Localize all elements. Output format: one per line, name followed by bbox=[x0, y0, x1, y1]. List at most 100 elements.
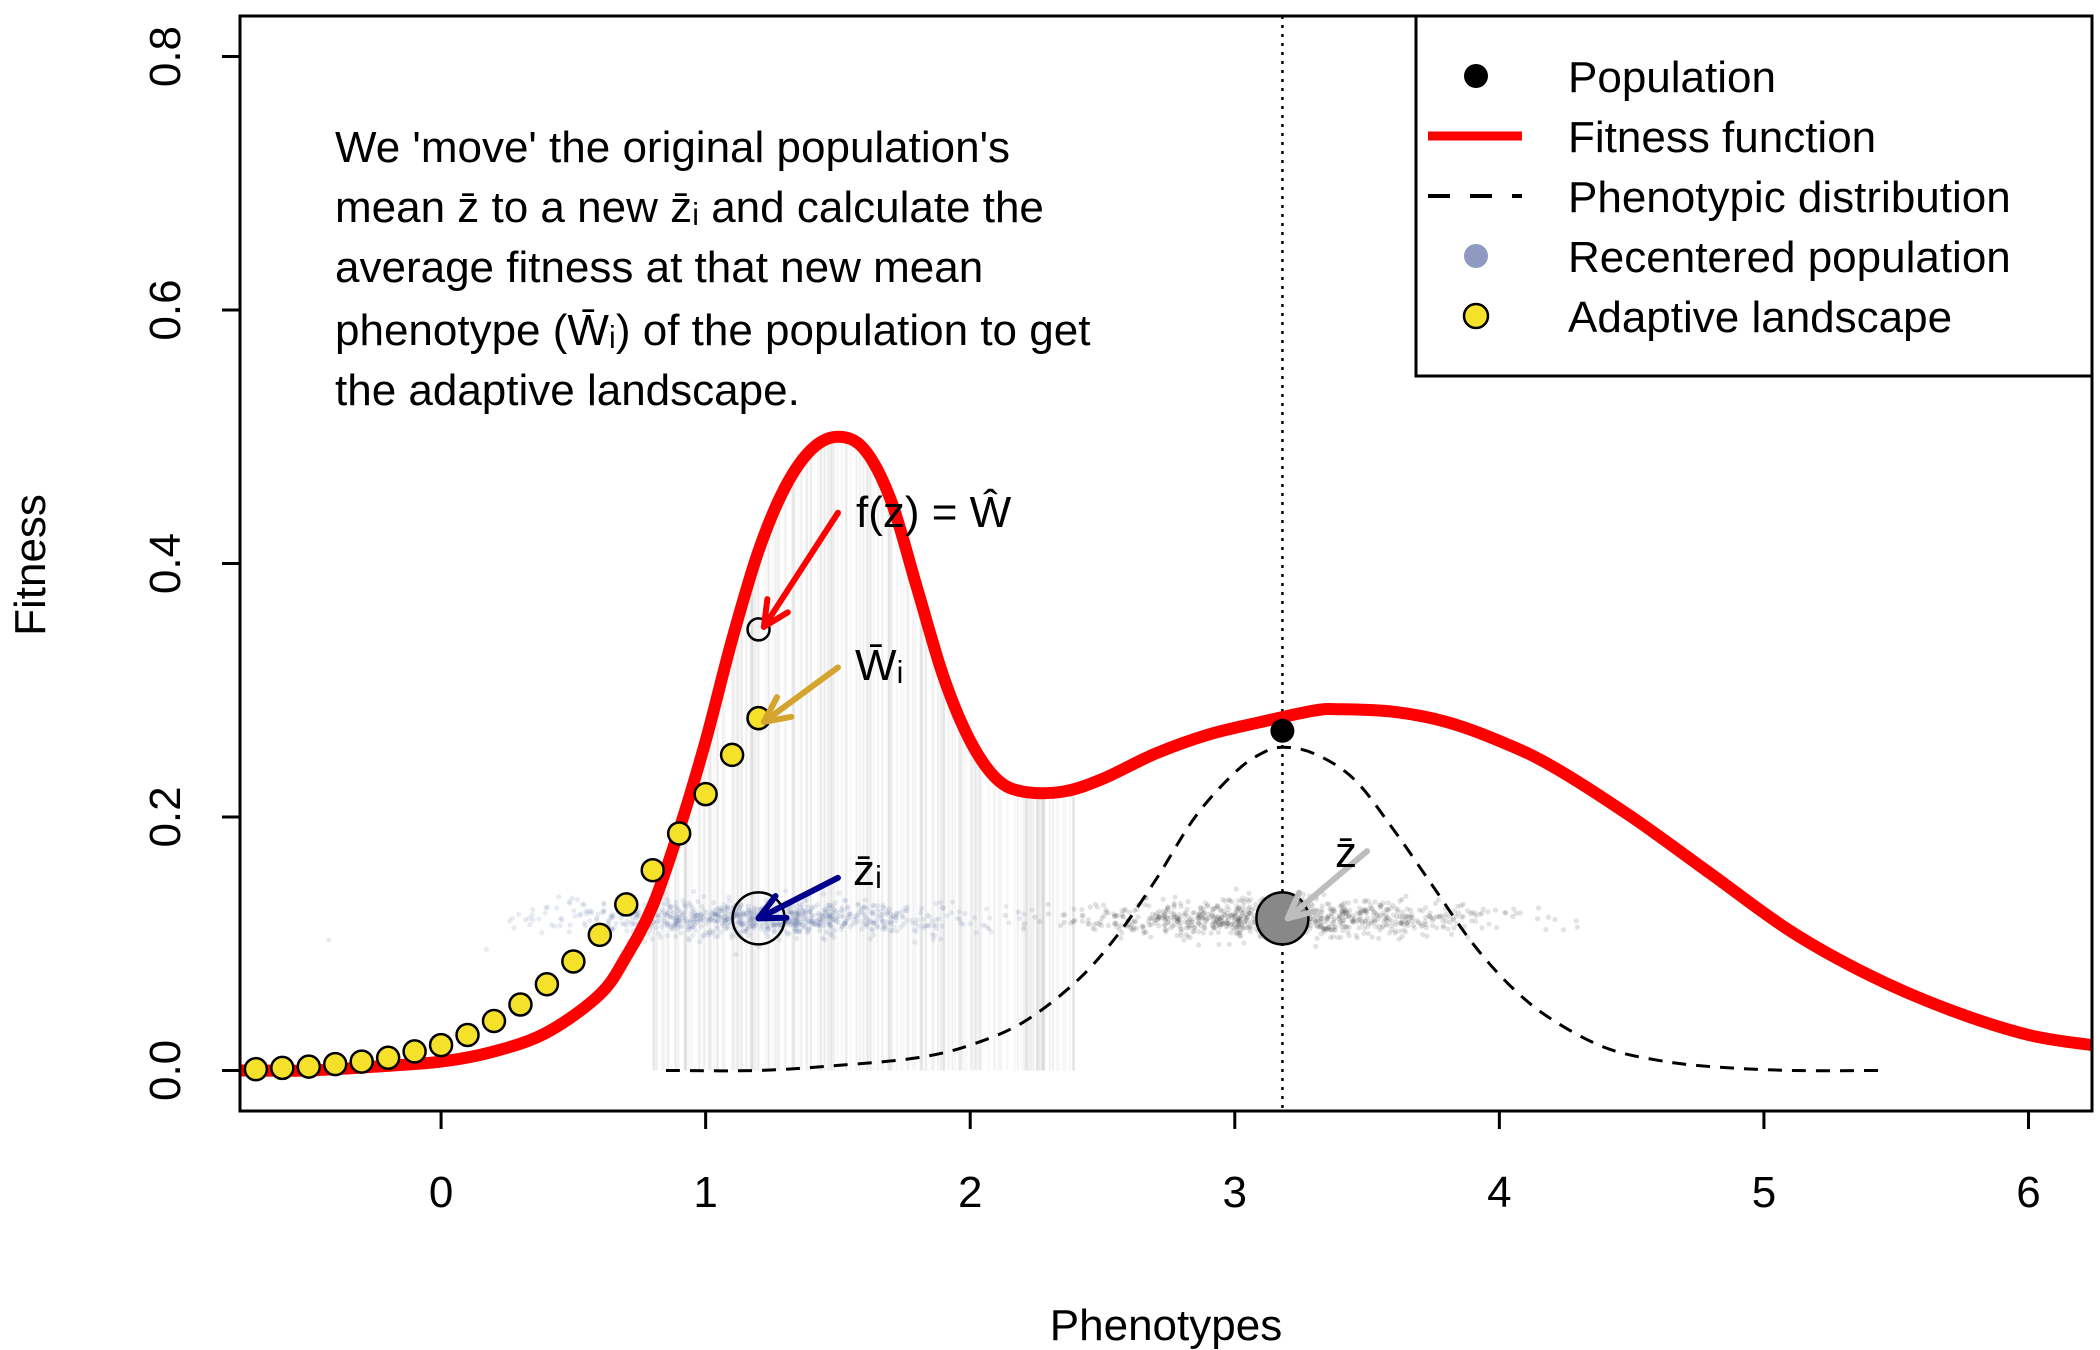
recentered-individual bbox=[827, 922, 833, 928]
recentered-individual bbox=[799, 902, 805, 908]
recentered-individual bbox=[796, 901, 802, 907]
population-individual bbox=[1332, 927, 1338, 934]
population-individual bbox=[1225, 916, 1231, 922]
recentered-individual bbox=[793, 917, 800, 923]
population-individual bbox=[1101, 913, 1107, 919]
recentered-individual bbox=[869, 926, 875, 932]
population-individual bbox=[1085, 921, 1091, 927]
adaptive-landscape-point bbox=[587, 922, 613, 948]
recentered-individual bbox=[871, 920, 877, 927]
population-individual bbox=[1405, 920, 1411, 926]
population-individual bbox=[1374, 911, 1380, 917]
population-individual bbox=[1438, 912, 1445, 919]
population-individual bbox=[1322, 925, 1328, 932]
recentered-individual bbox=[814, 917, 820, 923]
population-individual bbox=[1376, 913, 1382, 919]
population-individual bbox=[1210, 906, 1217, 913]
population-individual bbox=[1215, 920, 1221, 926]
recentered-individual bbox=[686, 900, 692, 906]
population-individual bbox=[1190, 919, 1196, 925]
recentered-individual bbox=[588, 910, 595, 916]
recentered-individual bbox=[829, 930, 835, 936]
recentered-individual bbox=[698, 923, 704, 930]
recentered-individual bbox=[761, 927, 767, 933]
recentered-individual bbox=[944, 913, 950, 919]
recentered-individual bbox=[812, 904, 818, 910]
recentered-individual bbox=[803, 920, 809, 926]
recentered-individual bbox=[664, 923, 671, 929]
population-individual bbox=[1196, 920, 1202, 927]
population-individual bbox=[1240, 903, 1246, 909]
population-individual bbox=[1220, 920, 1226, 927]
recentered-individual bbox=[796, 921, 803, 927]
population-individual bbox=[1472, 910, 1478, 916]
population-individual bbox=[1119, 911, 1125, 917]
population-individual bbox=[1094, 920, 1100, 926]
population-individual bbox=[1443, 918, 1449, 925]
population-individual bbox=[1399, 913, 1405, 919]
population-individual bbox=[1342, 924, 1348, 930]
population-individual bbox=[1174, 915, 1180, 921]
population-individual bbox=[1147, 915, 1153, 921]
recentered-individual bbox=[751, 920, 757, 926]
population-individual bbox=[1071, 906, 1077, 912]
recentered-individual bbox=[800, 911, 806, 917]
population-individual bbox=[1383, 912, 1389, 918]
recentered-individual bbox=[699, 903, 705, 909]
y-axis-title: Fitness bbox=[6, 494, 55, 636]
population-individual bbox=[1237, 920, 1243, 926]
recentered-individual bbox=[709, 930, 716, 936]
recentered-individual bbox=[747, 908, 753, 914]
population-individual bbox=[1160, 912, 1167, 918]
population-individual bbox=[1113, 920, 1119, 926]
population-individual bbox=[1182, 910, 1188, 916]
population-individual bbox=[1092, 901, 1098, 907]
recentered-individual bbox=[987, 915, 993, 921]
population-individual bbox=[1428, 914, 1434, 921]
recentered-individual bbox=[949, 899, 956, 905]
recentered-individual bbox=[715, 913, 721, 919]
recentered-individual bbox=[667, 922, 673, 928]
population-individual bbox=[1319, 903, 1325, 909]
population-individual bbox=[1405, 923, 1411, 929]
recentered-individual bbox=[738, 919, 744, 926]
recentered-individual bbox=[793, 910, 799, 916]
population-individual bbox=[1234, 925, 1240, 931]
population-individual bbox=[1433, 914, 1440, 920]
recentered-individual bbox=[847, 911, 853, 917]
recentered-individual bbox=[693, 919, 699, 925]
recentered-individual bbox=[689, 919, 695, 925]
recentered-individual bbox=[898, 924, 904, 930]
recentered-individual bbox=[967, 921, 973, 927]
population-individual bbox=[1234, 924, 1240, 930]
recentered-individual bbox=[693, 911, 699, 918]
population-individual bbox=[1404, 920, 1410, 926]
population-individual bbox=[1130, 919, 1136, 925]
recentered-individual bbox=[621, 921, 627, 927]
population-individual bbox=[1146, 922, 1153, 928]
population-individual bbox=[1216, 918, 1222, 924]
recentered-individual bbox=[676, 916, 682, 922]
population-individual bbox=[1384, 915, 1390, 921]
population-individual bbox=[1218, 922, 1224, 928]
recentered-individual bbox=[788, 915, 794, 922]
population-individual bbox=[1362, 907, 1368, 913]
recentered-individual bbox=[724, 907, 730, 913]
population-individual bbox=[1223, 918, 1230, 924]
population-individual bbox=[1220, 896, 1226, 903]
population-individual bbox=[1354, 910, 1360, 916]
recentered-individual bbox=[815, 921, 821, 928]
population-individual bbox=[1062, 912, 1068, 918]
population-individual bbox=[1345, 913, 1352, 919]
recentered-individual bbox=[958, 920, 964, 926]
population-individual bbox=[1196, 915, 1202, 921]
recentered-individual bbox=[600, 910, 606, 916]
population-individual bbox=[1365, 898, 1371, 904]
population-individual bbox=[1393, 919, 1399, 925]
population-individual bbox=[1337, 902, 1344, 909]
recentered-individual bbox=[681, 901, 687, 907]
population-individual bbox=[1229, 898, 1235, 905]
population-individual bbox=[1434, 925, 1440, 931]
population-individual bbox=[1424, 933, 1430, 939]
recentered-individual bbox=[557, 923, 563, 929]
